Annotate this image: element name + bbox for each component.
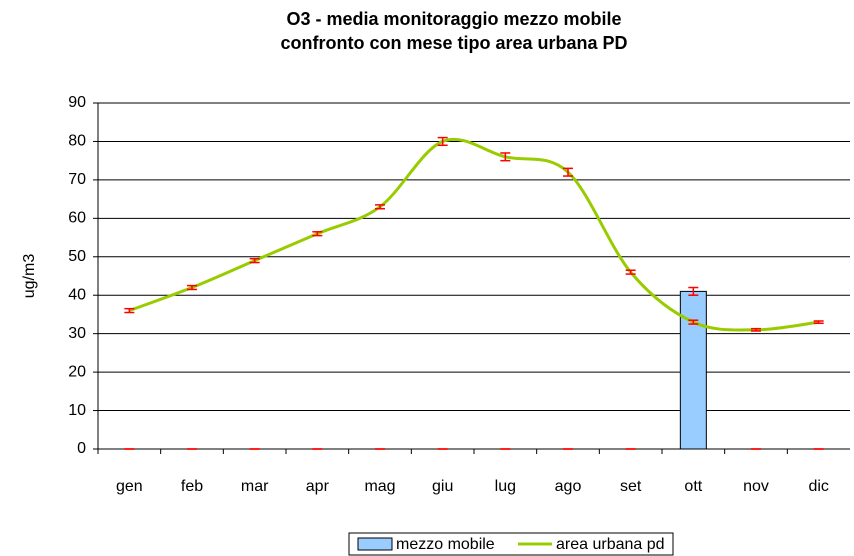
x-tick-label: ott (684, 478, 702, 495)
y-tick-label: 70 (68, 171, 86, 188)
error-bar (124, 307, 135, 314)
y-tick-label: 80 (68, 133, 86, 150)
error-bar (312, 231, 323, 237)
error-bar (563, 167, 573, 177)
y-tick-label: 30 (68, 325, 86, 342)
chart-title: O3 - media monitoraggio mezzo mobile (286, 9, 621, 29)
error-bar (813, 320, 824, 325)
x-tick-label: feb (181, 478, 203, 495)
error-bar (688, 286, 699, 296)
y-axis-label: ug/m3 (21, 254, 38, 299)
x-tick-label: gen (116, 478, 143, 495)
error-bar (688, 319, 699, 325)
line (128, 137, 819, 332)
x-tick-label: ago (555, 478, 582, 495)
legend-swatch (357, 537, 393, 551)
x-tick-label: mar (241, 478, 269, 495)
y-tick-label: 90 (68, 94, 86, 111)
legend-box (348, 532, 674, 556)
error-bar (625, 269, 636, 275)
y-tick-label: 10 (68, 402, 86, 419)
y-tick-label: 20 (68, 363, 86, 380)
chart-title: confronto con mese tipo area urbana PD (280, 33, 627, 53)
y-tick-label: 40 (68, 286, 86, 303)
y-tick-label: 50 (68, 248, 86, 265)
bar (679, 290, 707, 450)
error-bar (751, 327, 761, 332)
error-bar (500, 152, 511, 162)
x-tick-label: lug (495, 478, 516, 495)
x-tick-label: giu (432, 478, 453, 495)
x-tick-label: mag (364, 478, 395, 495)
error-bar (375, 204, 385, 210)
y-tick-label: 60 (68, 210, 86, 227)
x-tick-label: nov (743, 478, 769, 495)
legend-label: mezzo mobile (396, 536, 495, 553)
error-bar (249, 257, 260, 264)
x-tick-label: set (620, 478, 642, 495)
x-tick-label: apr (306, 478, 330, 495)
error-bar (187, 284, 197, 291)
y-tick-label: 0 (77, 440, 86, 457)
error-bar (437, 136, 448, 147)
legend-label: area urbana pd (556, 536, 665, 553)
x-tick-label: dic (808, 478, 828, 495)
